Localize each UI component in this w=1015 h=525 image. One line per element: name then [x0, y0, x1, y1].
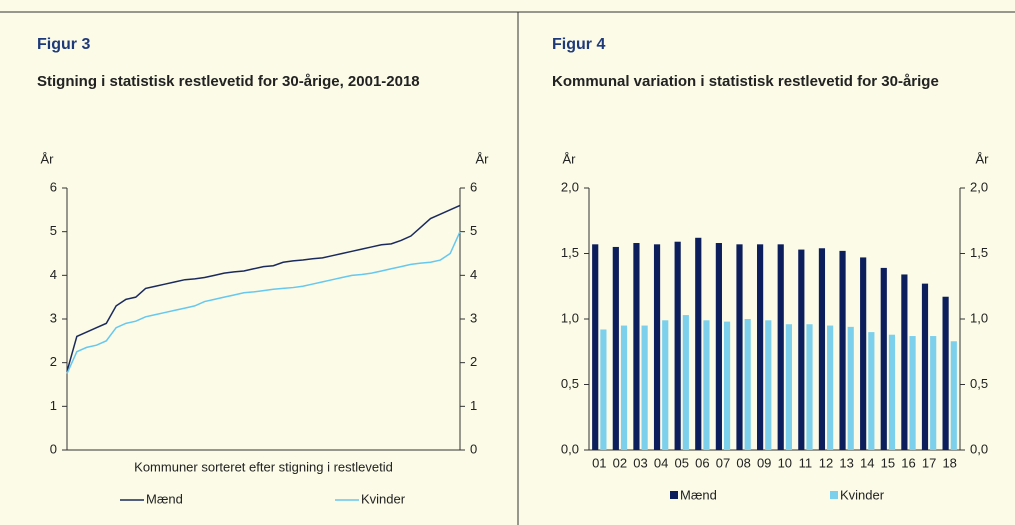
- x-tick-label: 03: [633, 455, 647, 470]
- bar: [757, 244, 764, 450]
- bar: [703, 320, 710, 450]
- legend-label: Kvinder: [361, 491, 406, 506]
- y-tick-label: 2: [50, 354, 57, 369]
- y-tick-label: 3: [50, 310, 57, 325]
- y2-axis-label: År: [476, 151, 490, 166]
- bar: [612, 246, 619, 450]
- bar: [868, 332, 875, 450]
- figure-label: Figur 4: [552, 36, 606, 53]
- line-series: [66, 231, 461, 374]
- bar: [662, 320, 669, 450]
- bar: [633, 243, 640, 450]
- x-tick-label: 14: [860, 455, 874, 470]
- y-tick-label: 0,5: [561, 376, 579, 391]
- y2-tick-label: 1: [470, 398, 477, 413]
- bar: [653, 244, 661, 450]
- bar: [674, 241, 681, 450]
- y2-tick-label: 0,5: [970, 376, 988, 391]
- bar: [827, 325, 834, 450]
- bar: [777, 244, 784, 450]
- y2-axis-label: År: [976, 151, 990, 166]
- bar: [723, 321, 731, 450]
- legend-swatch: [830, 491, 838, 499]
- y-tick-label: 4: [50, 267, 57, 282]
- x-tick-label: 09: [757, 455, 771, 470]
- bar: [592, 244, 599, 450]
- figure-label: Figur 3: [37, 36, 91, 53]
- y-tick-label: 6: [50, 179, 57, 194]
- y-tick-label: 1,0: [561, 310, 579, 325]
- bar: [715, 243, 722, 450]
- y2-tick-label: 3: [470, 310, 477, 325]
- y2-tick-label: 5: [470, 223, 477, 238]
- x-tick-label: 02: [613, 455, 627, 470]
- legend-label: Mænd: [146, 491, 183, 506]
- y2-tick-label: 0,0: [970, 441, 988, 456]
- bar: [744, 319, 751, 450]
- bar: [909, 336, 916, 450]
- bar: [901, 274, 908, 450]
- chart-title: Stigning i statistisk restlevetid for 30…: [37, 73, 420, 90]
- y2-tick-label: 0: [470, 441, 477, 456]
- bar: [682, 315, 689, 450]
- y-tick-label: 1: [50, 398, 57, 413]
- bar: [921, 283, 929, 450]
- header: Figur 3 Stigning i statistisk restleveti…: [37, 36, 487, 99]
- y-axis-label: År: [563, 151, 577, 166]
- y-tick-label: 0,0: [561, 441, 579, 456]
- chart-title: Kommunal variation i statistisk restleve…: [552, 73, 939, 90]
- bar: [736, 244, 743, 450]
- bar: [888, 334, 896, 450]
- y2-tick-label: 1,5: [970, 245, 988, 260]
- y2-tick-label: 2,0: [970, 179, 988, 194]
- x-tick-label: 08: [736, 455, 750, 470]
- bar: [860, 257, 867, 450]
- y2-tick-label: 1,0: [970, 310, 988, 325]
- y-tick-label: 2,0: [561, 179, 579, 194]
- x-tick-label: 17: [922, 455, 936, 470]
- x-tick-label: 13: [839, 455, 853, 470]
- bar: [847, 326, 854, 450]
- x-axis-label: Kommuner sorteret efter stigning i restl…: [134, 459, 393, 474]
- x-tick-label: 16: [901, 455, 915, 470]
- x-tick-label: 15: [881, 455, 895, 470]
- x-tick-label: 18: [942, 455, 956, 470]
- line-series: [66, 204, 461, 372]
- legend-label: Mænd: [680, 487, 717, 502]
- bar: [880, 267, 887, 450]
- y-tick-label: 5: [50, 223, 57, 238]
- legend-swatch: [670, 491, 678, 499]
- x-tick-label: 05: [675, 455, 689, 470]
- bar: [620, 325, 628, 450]
- x-tick-label: 10: [778, 455, 792, 470]
- bar: [765, 320, 772, 450]
- x-tick-label: 11: [799, 455, 813, 470]
- bar: [641, 325, 648, 450]
- bar: [798, 249, 805, 450]
- x-tick-label: 12: [819, 455, 833, 470]
- x-tick-label: 06: [695, 455, 709, 470]
- x-tick-label: 04: [654, 455, 668, 470]
- bar: [839, 250, 846, 450]
- y2-tick-label: 4: [470, 267, 477, 282]
- y2-tick-label: 6: [470, 179, 477, 194]
- x-tick-label: 01: [592, 455, 606, 470]
- header: Figur 4 Kommunal variation i statistisk …: [552, 36, 1002, 99]
- bar: [806, 324, 813, 450]
- bar: [950, 341, 957, 450]
- y-tick-label: 1,5: [561, 245, 579, 260]
- y2-tick-label: 2: [470, 354, 477, 369]
- bar: [600, 329, 607, 450]
- bar: [942, 296, 949, 450]
- bar: [785, 324, 792, 450]
- bar: [930, 336, 937, 450]
- x-tick-label: 07: [716, 455, 730, 470]
- y-axis-label: År: [41, 151, 55, 166]
- y-tick-label: 0: [50, 441, 57, 456]
- bar: [695, 237, 702, 450]
- bar: [818, 248, 826, 450]
- legend-label: Kvinder: [840, 487, 885, 502]
